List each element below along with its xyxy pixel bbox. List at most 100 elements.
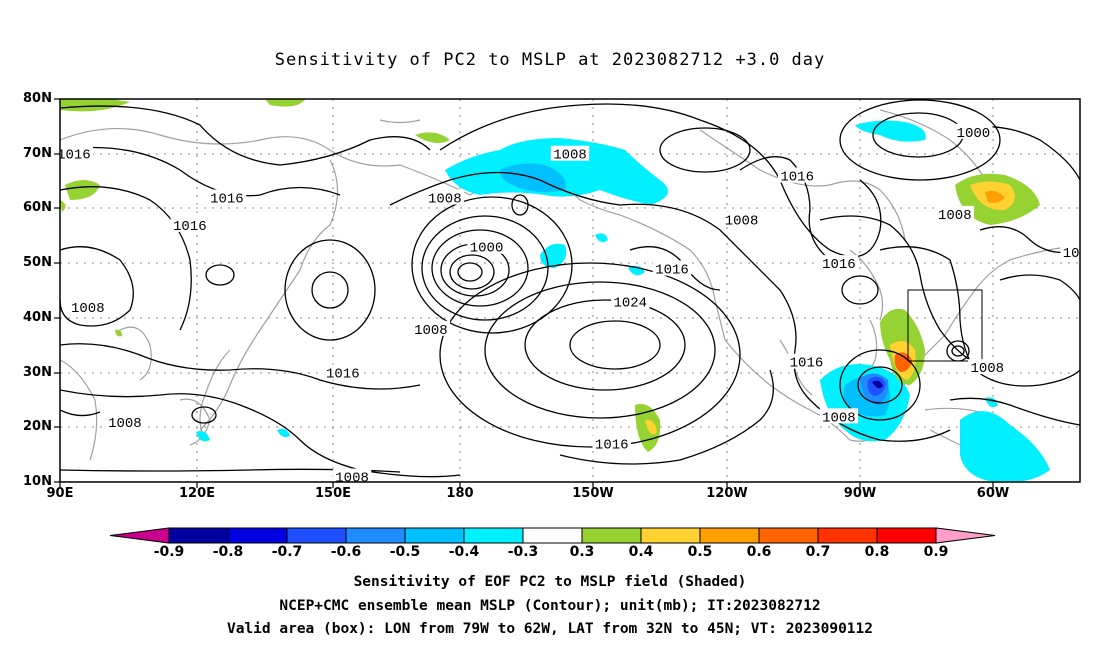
contour-label-bg bbox=[722, 211, 761, 227]
contour-label: 1016 bbox=[173, 219, 207, 235]
colorbar-label: -0.4 bbox=[448, 544, 480, 560]
contour-label-bg bbox=[935, 205, 975, 221]
coastlines bbox=[60, 109, 1080, 461]
colorbar-swatch bbox=[404, 527, 465, 544]
colorbar-swatch bbox=[286, 527, 347, 544]
colorbar-label: 0.7 bbox=[805, 544, 831, 560]
contour-label-bg bbox=[411, 320, 451, 336]
colorbar-swatch bbox=[817, 527, 878, 544]
lat-label-50n: 50N bbox=[23, 255, 52, 270]
contour-label-bg bbox=[652, 260, 692, 276]
contour-label: 1000 bbox=[957, 126, 991, 142]
contour-label: 1016 bbox=[57, 148, 91, 164]
footer-line-2: NCEP+CMC ensemble mean MSLP (Contour); u… bbox=[279, 598, 821, 614]
colorbar-label: 0.8 bbox=[864, 544, 890, 560]
colorbar-low-extend bbox=[109, 527, 170, 544]
colorbar-swatch bbox=[522, 527, 583, 544]
contour-label: 1008 bbox=[428, 191, 462, 207]
colorbar-swatch bbox=[227, 527, 288, 544]
contour-label: 1008 bbox=[822, 410, 856, 426]
colorbar-swatch bbox=[699, 527, 760, 544]
colorbar-label: 0.3 bbox=[569, 544, 595, 560]
colorbar-label: -0.8 bbox=[212, 544, 244, 560]
lat-label-30n: 30N bbox=[23, 365, 52, 380]
contour-label: 1016 bbox=[326, 367, 360, 383]
lon-label-60w: 60W bbox=[976, 486, 1010, 501]
contour-label-bg bbox=[592, 435, 631, 451]
contour-label-bg bbox=[68, 298, 108, 314]
contour-label-bg bbox=[207, 189, 247, 205]
colorbar bbox=[109, 527, 996, 544]
contour-label-bg bbox=[105, 413, 145, 429]
colorbar-swatch bbox=[758, 527, 819, 544]
contour-label: 1016 bbox=[595, 438, 629, 454]
valid-area-box bbox=[907, 289, 983, 362]
colorbar-label: 0.5 bbox=[687, 544, 713, 560]
contour-label: 1008 bbox=[414, 323, 448, 339]
lon-label-120w: 120W bbox=[706, 486, 748, 501]
contour-label-bg bbox=[323, 364, 363, 380]
colorbar-swatch bbox=[640, 527, 701, 544]
axis-ticks bbox=[54, 98, 994, 488]
contour-label: 1016 bbox=[822, 257, 856, 273]
lon-label-120e: 120E bbox=[178, 486, 216, 501]
colorbar-label: 0.6 bbox=[746, 544, 772, 560]
contour-label: 1000 bbox=[470, 241, 504, 257]
colorbar-label: -0.3 bbox=[507, 544, 539, 560]
contour-label: 1016 bbox=[780, 170, 814, 186]
contour-label-bg bbox=[550, 145, 590, 161]
colorbar-label: -0.6 bbox=[330, 544, 362, 560]
contour-label-bg bbox=[60, 145, 94, 161]
colorbar-label: -0.9 bbox=[153, 544, 185, 560]
contour-label: 1008 bbox=[71, 301, 105, 317]
footer-line-3: Valid area (box): LON from 79W to 62W, L… bbox=[226, 621, 873, 637]
lat-label-10n: 10N bbox=[23, 474, 52, 489]
contour-label: 1008 bbox=[553, 148, 587, 164]
contour-label-bg bbox=[170, 216, 210, 232]
lat-label-20n: 20N bbox=[23, 419, 52, 434]
colorbar-swatch bbox=[345, 527, 406, 544]
colorbar-swatch bbox=[168, 527, 229, 544]
lat-label-80n: 80N bbox=[23, 91, 52, 106]
lon-label-180: 180 bbox=[446, 486, 474, 501]
footer-line-1: Sensitivity of EOF PC2 to MSLP field (Sh… bbox=[353, 574, 747, 590]
contour-label-bg bbox=[611, 293, 650, 309]
contour-label-bg bbox=[819, 255, 859, 271]
plot-title: Sensitivity of PC2 to MSLP at 2023082712… bbox=[274, 50, 826, 70]
contour-label-bg bbox=[787, 353, 826, 369]
mslp-contours bbox=[60, 99, 1080, 478]
contour-label: 101 bbox=[1063, 246, 1088, 262]
colorbar-swatch bbox=[876, 527, 937, 544]
contour-label-bg bbox=[1060, 244, 1080, 260]
map-frame bbox=[59, 98, 1081, 483]
contour-label-bg bbox=[332, 468, 372, 482]
lon-label-90w: 90W bbox=[843, 486, 877, 501]
contour-label: 1008 bbox=[108, 416, 142, 432]
colorbar-swatch bbox=[463, 527, 524, 544]
lon-label-150w: 150W bbox=[572, 486, 614, 501]
lon-label-150e: 150E bbox=[314, 486, 352, 501]
contour-label-bg bbox=[954, 123, 993, 139]
contour-label: 1024 bbox=[613, 295, 647, 311]
contour-label-bg bbox=[819, 408, 859, 424]
contour-label: 1016 bbox=[790, 356, 824, 372]
contour-label: 1008 bbox=[938, 208, 972, 224]
contour-label-bg bbox=[425, 189, 465, 205]
contour-label-bg bbox=[467, 238, 506, 254]
lon-label-90e: 90E bbox=[46, 486, 74, 501]
colorbar-swatch bbox=[581, 527, 642, 544]
contour-label: 1008 bbox=[970, 361, 1004, 377]
colorbar-label: -0.5 bbox=[389, 544, 421, 560]
lat-label-40n: 40N bbox=[23, 310, 52, 325]
contour-label: 1008 bbox=[725, 213, 759, 229]
colorbar-high-extend bbox=[935, 527, 996, 544]
contour-labels: 1016101610161008101610081008100810081000… bbox=[57, 123, 1088, 487]
contour-label-bg bbox=[968, 359, 1007, 375]
colorbar-label: 0.9 bbox=[923, 544, 949, 560]
colorbar-label: -0.7 bbox=[271, 544, 303, 560]
contour-label: 1008 bbox=[335, 471, 369, 487]
contour-label: 1016 bbox=[655, 263, 689, 279]
colorbar-label: 0.4 bbox=[628, 544, 654, 560]
contour-label: 1016 bbox=[210, 191, 244, 207]
